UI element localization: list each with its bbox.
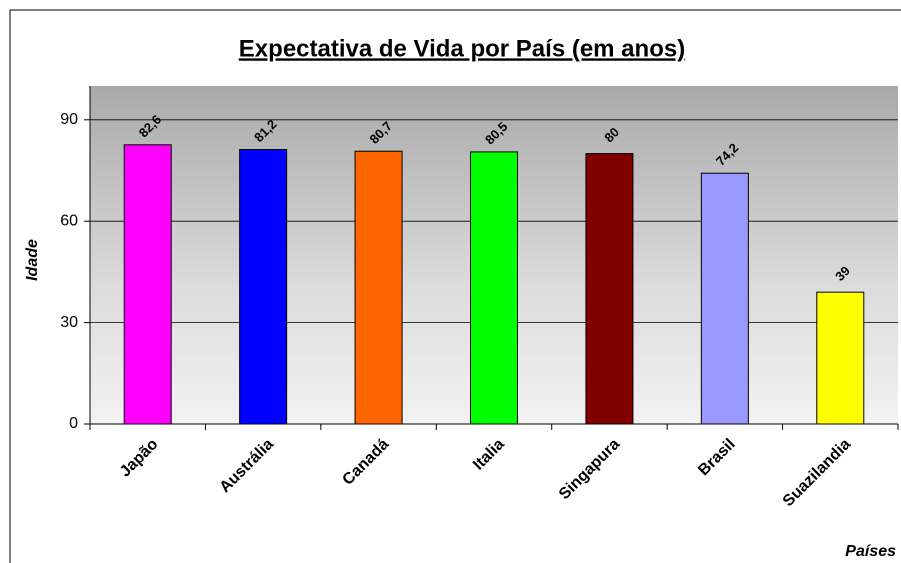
y-tick-label: 0: [69, 415, 78, 432]
chart-title: Expectativa de Vida por País (em anos): [239, 35, 685, 62]
bar: [470, 151, 518, 425]
bar: [816, 291, 865, 425]
y-tick-label: 60: [60, 212, 78, 229]
bar: [700, 172, 749, 425]
y-tick-label: 90: [60, 111, 78, 128]
y-tick-label: 30: [60, 314, 78, 331]
x-axis-label: Países: [845, 543, 896, 560]
bar: [239, 149, 288, 425]
bar: [354, 150, 403, 425]
bar: [123, 144, 172, 425]
y-axis-label: Idade: [24, 239, 41, 281]
bar: [585, 153, 634, 425]
